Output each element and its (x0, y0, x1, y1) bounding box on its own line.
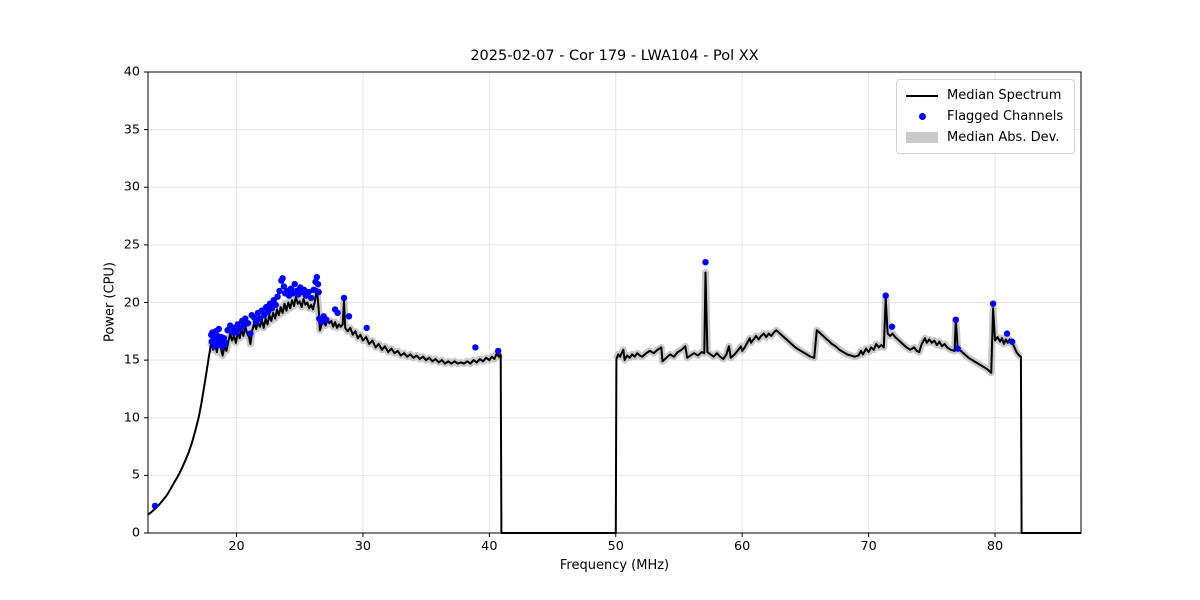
flagged-point (247, 330, 254, 337)
flagged-point (291, 280, 298, 288)
flagged-point (280, 283, 288, 290)
y-tick-label: 40 (123, 64, 140, 80)
legend-band-sample (906, 132, 938, 143)
flagged-point (495, 347, 502, 355)
legend: Median Spectrum Flagged Channels Median … (896, 79, 1075, 154)
chart-title: 2025-02-07 - Cor 179 - LWA104 - Pol XX (470, 48, 759, 64)
flagged-point (276, 287, 283, 295)
flagged-point (244, 320, 252, 327)
y-tick-label: 20 (123, 295, 140, 310)
legend-label-median-spectrum: Median Spectrum (947, 88, 1062, 103)
flagged-point (345, 313, 353, 320)
flagged-point (215, 325, 222, 333)
flagged-point (151, 502, 159, 510)
y-tick-label: 25 (123, 237, 140, 253)
flagged-point (314, 280, 322, 288)
legend-item-median-spectrum: Median Spectrum (897, 85, 1074, 106)
x-tick-label: 50 (607, 539, 624, 554)
flagged-point (310, 286, 317, 293)
legend-label-flagged-channels: Flagged Channels (947, 109, 1064, 124)
y-tick-label: 30 (123, 179, 140, 195)
x-tick-label: 30 (354, 539, 372, 554)
legend-label-median-abs-dev: Median Abs. Dev. (947, 130, 1060, 145)
flagged-point (989, 300, 997, 307)
legend-line-sample (906, 94, 938, 97)
flagged-point (952, 316, 959, 323)
flagged-point (305, 288, 312, 296)
flagged-point (318, 318, 325, 326)
flagged-point (279, 275, 286, 282)
flagged-point (882, 292, 889, 299)
legend-item-flagged-channels: Flagged Channels (897, 106, 1074, 127)
flagged-point (313, 273, 320, 281)
flagged-point (1003, 330, 1011, 337)
flagged-point (274, 293, 281, 300)
x-tick-label: 70 (860, 539, 877, 554)
flagged-point (340, 294, 348, 302)
x-tick-label: 80 (986, 539, 1004, 554)
flagged-point (315, 288, 322, 296)
x-tick-label: 20 (228, 539, 245, 554)
flagged-point (334, 309, 341, 317)
y-tick-label: 35 (123, 122, 140, 138)
y-tick-label: 0 (131, 525, 140, 541)
flagged-point (256, 315, 264, 322)
x-axis-label: Frequency (MHz) (559, 558, 670, 573)
flagged-point (888, 323, 896, 330)
flagged-point (1008, 338, 1016, 345)
flagged-point (702, 259, 709, 266)
mad-band (613, 269, 1023, 377)
legend-item-median-abs-dev: Median Abs. Dev. (897, 127, 1074, 148)
flagged-point (363, 324, 370, 332)
y-tick-label: 15 (123, 352, 140, 368)
x-tick-label: 40 (481, 539, 498, 554)
flagged-point (954, 345, 961, 352)
flagged-point (472, 344, 479, 351)
y-tick-label: 10 (123, 410, 140, 426)
flagged-point (272, 301, 279, 308)
x-tick-label: 60 (734, 539, 751, 554)
y-tick-label: 5 (131, 467, 140, 483)
flagged-point (307, 294, 315, 302)
flagged-point (323, 316, 330, 323)
median-spectrum-line (147, 271, 1081, 534)
flagged-point (221, 339, 229, 346)
legend-dot-sample (906, 113, 938, 120)
